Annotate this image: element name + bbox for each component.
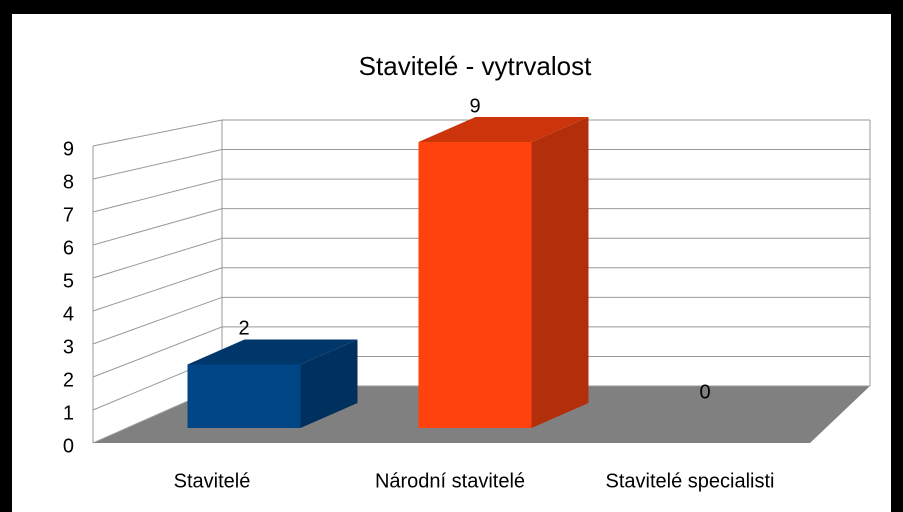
y-tick-label: 3 (63, 336, 74, 358)
bar-top (418, 117, 589, 142)
y-tick-label: 0 (63, 435, 74, 457)
y-tick-label: 4 (63, 303, 74, 325)
x-tick-label: Stavitelé (174, 470, 251, 492)
value-label: 9 (469, 95, 480, 117)
y-tick-label: 1 (63, 402, 74, 424)
y-tick-label: 7 (63, 204, 74, 226)
y-tick-label: 6 (63, 237, 74, 259)
x-tick-label: Stavitelé specialisti (606, 470, 775, 492)
bar-side (300, 339, 358, 428)
x-tick-label: Národní stavitelé (375, 470, 525, 492)
y-tick-label: 2 (63, 369, 74, 391)
y-tick-label: 8 (63, 171, 74, 193)
bar-side (531, 117, 589, 428)
value-label: 2 (238, 318, 249, 340)
bar-top (187, 339, 358, 365)
value-label: 0 (699, 381, 710, 403)
bar (187, 364, 301, 428)
y-tick-label: 5 (63, 270, 74, 292)
y-tick-label: 9 (63, 138, 74, 160)
bar (418, 142, 532, 428)
chart-title: Stavitelé - vytrvalost (359, 51, 592, 81)
